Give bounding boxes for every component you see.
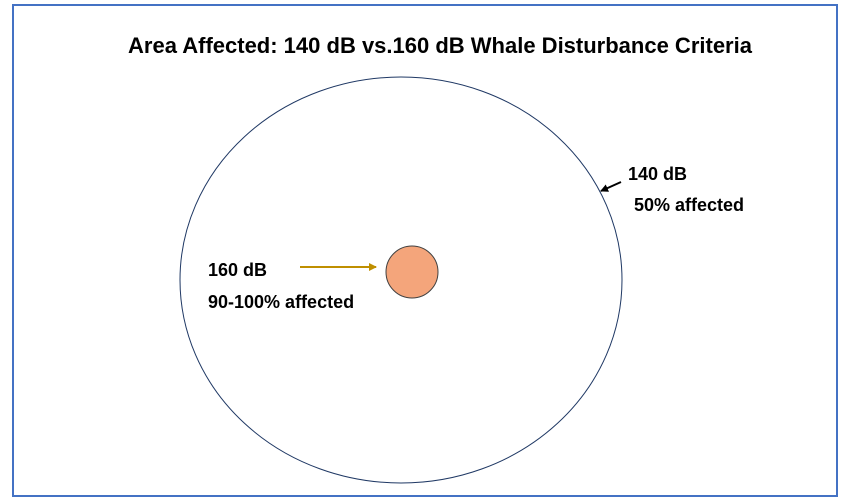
- inner-note: 90-100% affected: [208, 292, 354, 312]
- outer-arrow: [600, 181, 622, 192]
- inner-level: 160 dB: [208, 260, 267, 280]
- outer-zone: [179, 76, 623, 484]
- title: Area Affected: 140 dB vs.160 dB Whale Di…: [128, 33, 753, 58]
- outer-note: 50% affected: [634, 195, 744, 215]
- outer-level: 140 dB: [628, 164, 687, 184]
- inner-zone: [385, 245, 439, 299]
